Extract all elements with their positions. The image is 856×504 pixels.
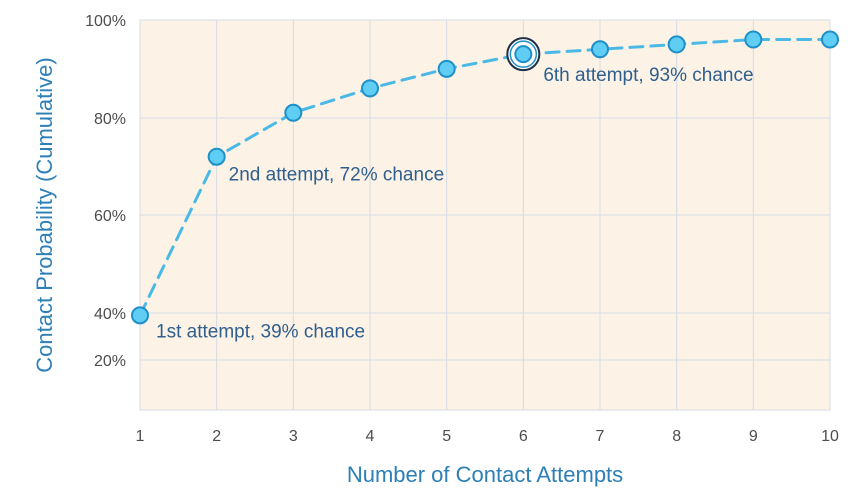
y-tick-label-100: 100%	[85, 13, 126, 30]
data-point-attempt-6	[514, 45, 533, 64]
x-tick-label-5: 5	[442, 428, 451, 445]
data-point-attempt-4	[361, 79, 379, 98]
series-markers	[131, 30, 839, 325]
x-tick-label-7: 7	[596, 428, 605, 445]
y-tick-label-20: 20%	[94, 353, 126, 370]
annotation-attempt-2: 2nd attempt, 72% chance	[229, 165, 444, 186]
annotation-attempt-1: 1st attempt, 39% chance	[156, 321, 365, 342]
data-point-attempt-3	[284, 103, 303, 122]
x-tick-label-10: 10	[821, 428, 839, 445]
series-line	[138, 38, 832, 317]
x-tick-label-2: 2	[212, 428, 221, 445]
y-tick-label-40: 40%	[94, 306, 126, 323]
data-point-attempt-2	[207, 147, 226, 166]
data-point-attempt-1	[131, 306, 149, 325]
x-tick-label-4: 4	[366, 428, 375, 445]
y-axis-ticks: 100% 80% 60% 40% 20%	[85, 13, 126, 370]
y-tick-label-80: 80%	[94, 111, 126, 128]
x-tick-label-8: 8	[672, 428, 681, 445]
y-axis-title: Contact Probability (Cumulative)	[32, 57, 57, 372]
data-point-attempt-9	[744, 30, 763, 49]
data-point-attempt-10	[821, 30, 839, 49]
x-axis-title: Number of Contact Attempts	[347, 462, 623, 487]
x-axis-ticks: 1 2 3 4 5 6 7 8 9 10	[136, 428, 839, 445]
data-point-attempt-5	[437, 59, 456, 78]
data-point-attempt-7	[591, 40, 609, 59]
data-point-attempt-8	[667, 35, 686, 54]
annotation-attempt-6: 6th attempt, 93% chance	[543, 65, 753, 86]
x-tick-label-3: 3	[289, 428, 298, 445]
x-tick-label-1: 1	[136, 428, 145, 445]
x-tick-label-9: 9	[749, 428, 758, 445]
y-tick-label-60: 60%	[94, 208, 126, 225]
annotations: 1st attempt, 39% chance 2nd attempt, 72% …	[156, 65, 754, 342]
x-tick-label-6: 6	[519, 428, 528, 445]
